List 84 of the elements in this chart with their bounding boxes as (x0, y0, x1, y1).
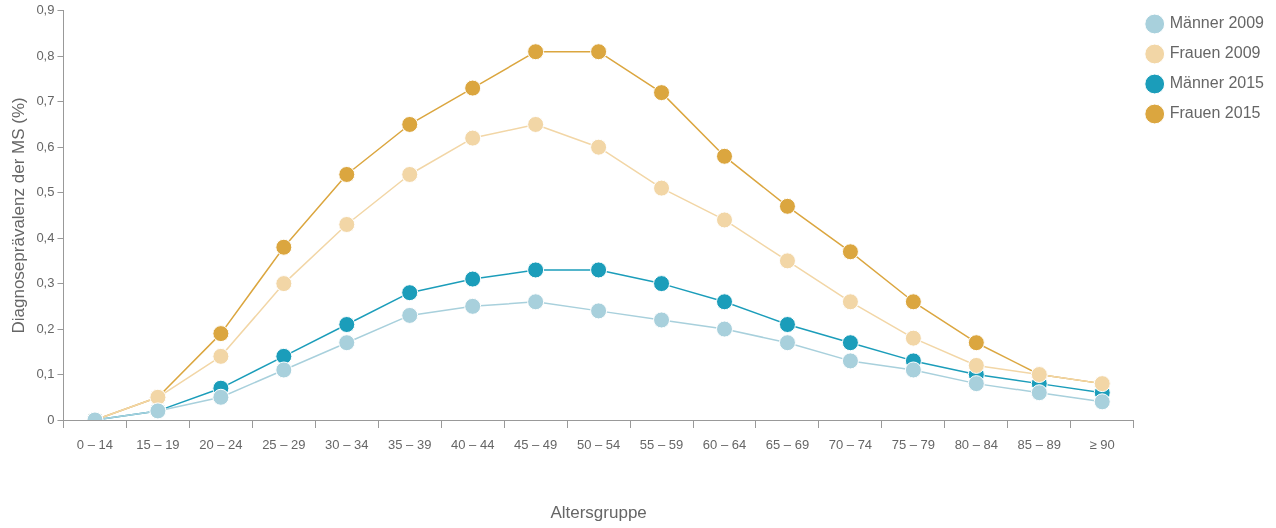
y-tick-label: 0 (47, 411, 55, 427)
x-tick-label: 25 – 29 (262, 437, 306, 453)
point (653, 84, 671, 102)
x-tick-label: 75 – 79 (891, 437, 936, 453)
x-tick-label: 0 – 14 (76, 437, 114, 453)
point (904, 361, 922, 379)
x-axis-title: Altersgruppe (550, 503, 647, 523)
point (401, 284, 419, 302)
point (778, 316, 796, 334)
point (464, 79, 482, 97)
point (527, 43, 545, 61)
y-tick-label: 0,9 (36, 2, 55, 18)
point (841, 243, 859, 261)
y-tick-label: 0,1 (36, 366, 55, 382)
point (590, 302, 608, 320)
point (338, 316, 356, 334)
point (338, 334, 356, 352)
point (904, 293, 922, 311)
y-tick-label: 0,8 (36, 47, 55, 63)
point (653, 275, 671, 293)
y-tick-label: 0,3 (36, 275, 55, 291)
point (904, 329, 922, 347)
point (967, 356, 985, 374)
point (590, 43, 608, 61)
point (967, 375, 985, 393)
point (716, 211, 733, 229)
legend-label: Frauen 2015 (1169, 104, 1261, 122)
y-tick-label: 0,2 (36, 320, 55, 336)
x-tick-label: 50 – 54 (576, 437, 621, 453)
legend-label: Frauen 2009 (1169, 44, 1261, 62)
point (841, 352, 859, 370)
point (1093, 393, 1111, 411)
y-tick-label: 0,5 (36, 184, 55, 200)
x-tick-label: 30 – 34 (325, 437, 369, 453)
point (401, 115, 419, 133)
point (841, 293, 859, 311)
x-tick-label: 15 – 19 (136, 437, 180, 453)
x-tick-label: ≥ 90 (1089, 437, 1115, 453)
y-tick-label: 0,7 (36, 93, 55, 109)
x-tick-label: 55 – 59 (639, 437, 684, 453)
y-axis-title: Diagnoseprävalenz der MS (%) (8, 97, 28, 334)
point (841, 334, 859, 352)
point (778, 334, 796, 352)
y-tick-label: 0,4 (36, 229, 55, 245)
point (527, 115, 545, 133)
point (527, 261, 545, 279)
point (212, 388, 230, 406)
point (967, 334, 985, 352)
point (716, 293, 733, 311)
point (212, 347, 230, 365)
x-tick-label: 85 – 89 (1017, 437, 1061, 453)
point (716, 320, 733, 338)
point (1030, 384, 1048, 402)
point (275, 275, 293, 293)
x-tick-label: 40 – 44 (450, 437, 495, 453)
x-tick-label: 60 – 64 (702, 437, 747, 453)
legend-label: Männer 2015 (1169, 74, 1265, 92)
x-tick-label: 20 – 24 (199, 437, 243, 453)
point (778, 252, 796, 270)
point (401, 306, 419, 324)
point (653, 311, 671, 329)
point (464, 129, 482, 147)
x-tick-label: 35 – 39 (388, 437, 432, 453)
point (527, 293, 545, 311)
y-tick-label: 0,6 (36, 138, 55, 154)
x-tick-label: 65 – 69 (765, 437, 810, 453)
point (338, 215, 356, 233)
point (275, 238, 293, 256)
point (275, 347, 293, 365)
x-tick-label: 70 – 74 (828, 437, 873, 453)
point (716, 147, 733, 165)
x-tick-label: 45 – 49 (513, 437, 558, 453)
point (464, 270, 482, 288)
x-tick-label: 80 – 84 (954, 437, 999, 453)
point (590, 261, 608, 279)
point (275, 361, 293, 379)
legend-label: Männer 2009 (1169, 14, 1265, 32)
point (464, 297, 482, 315)
point (778, 197, 796, 215)
point (212, 325, 230, 343)
point (338, 165, 356, 183)
point (590, 138, 608, 156)
point (653, 179, 671, 197)
point (401, 165, 419, 183)
